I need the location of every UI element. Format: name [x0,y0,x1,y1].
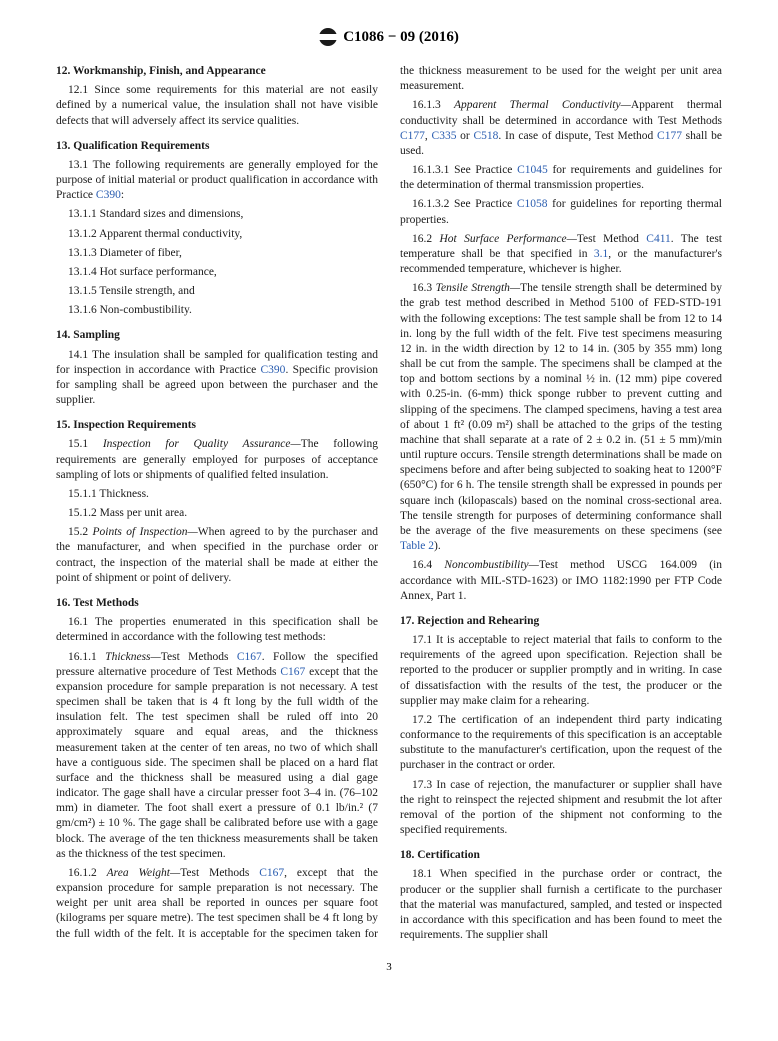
ref-c167[interactable]: C167 [237,651,262,663]
para-16-1-1: 16.1.1 Thickness—Test Methods C167. Foll… [56,650,378,862]
page: C1086 − 09 (2016) 12. Workmanship, Finis… [0,0,778,993]
ref-c177-2[interactable]: C177 [657,130,682,142]
para-17-3: 17.3 In case of rejection, the manufactu… [400,778,722,839]
section-17-title: 17. Rejection and Rehearing [400,614,722,629]
section-12-title: 12. Workmanship, Finish, and Appearance [56,64,378,79]
para-13-1-6: 13.1.6 Non-combustibility. [56,303,378,318]
section-13-title: 13. Qualification Requirements [56,139,378,154]
para-16-2: 16.2 Hot Surface Performance—Test Method… [400,232,722,278]
para-16-4: 16.4 Noncombustibility—Test method USCG … [400,558,722,604]
ref-c177[interactable]: C177 [400,130,425,142]
para-16-1-3-1: 16.1.3.1 See Practice C1045 for requirem… [400,163,722,193]
ref-c390[interactable]: C390 [96,189,121,201]
header-title: C1086 − 09 (2016) [343,29,459,46]
para-13-1-2: 13.1.2 Apparent thermal conductivity, [56,227,378,242]
para-17-2: 17.2 The certification of an independent… [400,713,722,774]
para-13-1-3: 13.1.3 Diameter of fiber, [56,246,378,261]
ref-c167-2[interactable]: C167 [280,666,305,678]
para-16-1-3-2: 16.1.3.2 See Practice C1058 for guidelin… [400,197,722,227]
para-15-1: 15.1 Inspection for Quality Assurance—Th… [56,437,378,483]
astm-logo-icon [319,28,337,46]
para-15-2: 15.2 Points of Inspection—When agreed to… [56,525,378,586]
para-15-1-2: 15.1.2 Mass per unit area. [56,506,378,521]
body-columns: 12. Workmanship, Finish, and Appearance … [56,64,722,945]
section-16-title: 16. Test Methods [56,596,378,611]
ref-c335[interactable]: C335 [432,130,457,142]
document-header: C1086 − 09 (2016) [56,28,722,46]
para-15-1-1: 15.1.1 Thickness. [56,487,378,502]
para-17-1: 17.1 It is acceptable to reject material… [400,633,722,709]
para-16-1: 16.1 The properties enumerated in this s… [56,615,378,645]
para-18-1: 18.1 When specified in the purchase orde… [400,867,722,943]
ref-3-1[interactable]: 3.1 [594,248,608,260]
para-16-1-3: 16.1.3 Apparent Thermal Conductivity—App… [400,98,722,159]
section-18-title: 18. Certification [400,848,722,863]
ref-c1045[interactable]: C1045 [517,164,548,176]
ref-c1058[interactable]: C1058 [517,198,548,210]
para-13-1-5: 13.1.5 Tensile strength, and [56,284,378,299]
para-13-1-1: 13.1.1 Standard sizes and dimensions, [56,207,378,222]
section-14-title: 14. Sampling [56,328,378,343]
para-13-1: 13.1 The following requirements are gene… [56,158,378,204]
ref-c411[interactable]: C411 [646,233,671,245]
ref-c167-3[interactable]: C167 [259,867,284,879]
ref-c518[interactable]: C518 [474,130,499,142]
page-number: 3 [56,961,722,973]
para-13-1-4: 13.1.4 Hot surface performance, [56,265,378,280]
section-15-title: 15. Inspection Requirements [56,418,378,433]
para-14-1: 14.1 The insulation shall be sampled for… [56,348,378,409]
ref-table-2[interactable]: Table 2 [400,540,434,552]
para-16-3: 16.3 Tensile Strength—The tensile streng… [400,281,722,554]
ref-c390-2[interactable]: C390 [261,364,286,376]
para-12-1: 12.1 Since some requirements for this ma… [56,83,378,129]
